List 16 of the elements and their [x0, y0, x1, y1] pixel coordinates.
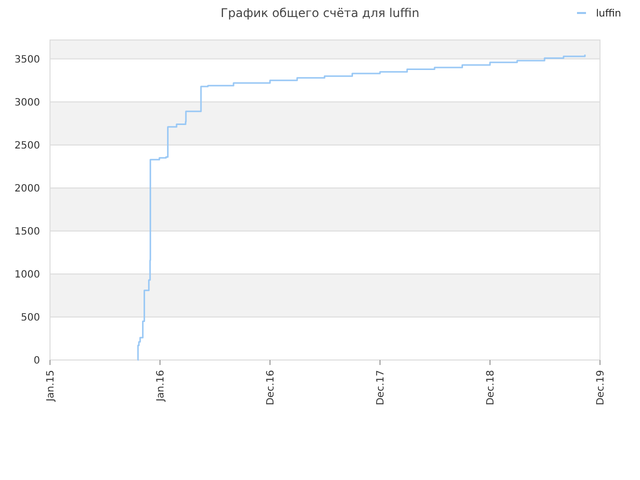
x-tick-label: Dec.17: [376, 370, 386, 406]
y-tick-label: 500: [20, 312, 40, 324]
y-tick-label: 2000: [14, 183, 40, 194]
x-tick-label: Dec.19: [596, 370, 606, 406]
x-tick-label: Dec.16: [266, 370, 276, 406]
y-tick-label: 0: [34, 356, 40, 366]
legend-label: luffin: [596, 8, 622, 20]
x-tick-label: Jan.16: [156, 370, 166, 402]
y-tick-label: 3000: [14, 97, 40, 108]
chart-title: График общего счёта для luffin: [220, 6, 420, 20]
x-tick-label: Jan.15: [46, 370, 56, 402]
x-tick-label: Dec.18: [486, 370, 496, 406]
y-tick-label: 3500: [14, 54, 40, 66]
y-tick-label: 2500: [14, 140, 40, 152]
y-tick-label: 1500: [14, 226, 40, 238]
y-tick-label: 1000: [14, 269, 40, 280]
